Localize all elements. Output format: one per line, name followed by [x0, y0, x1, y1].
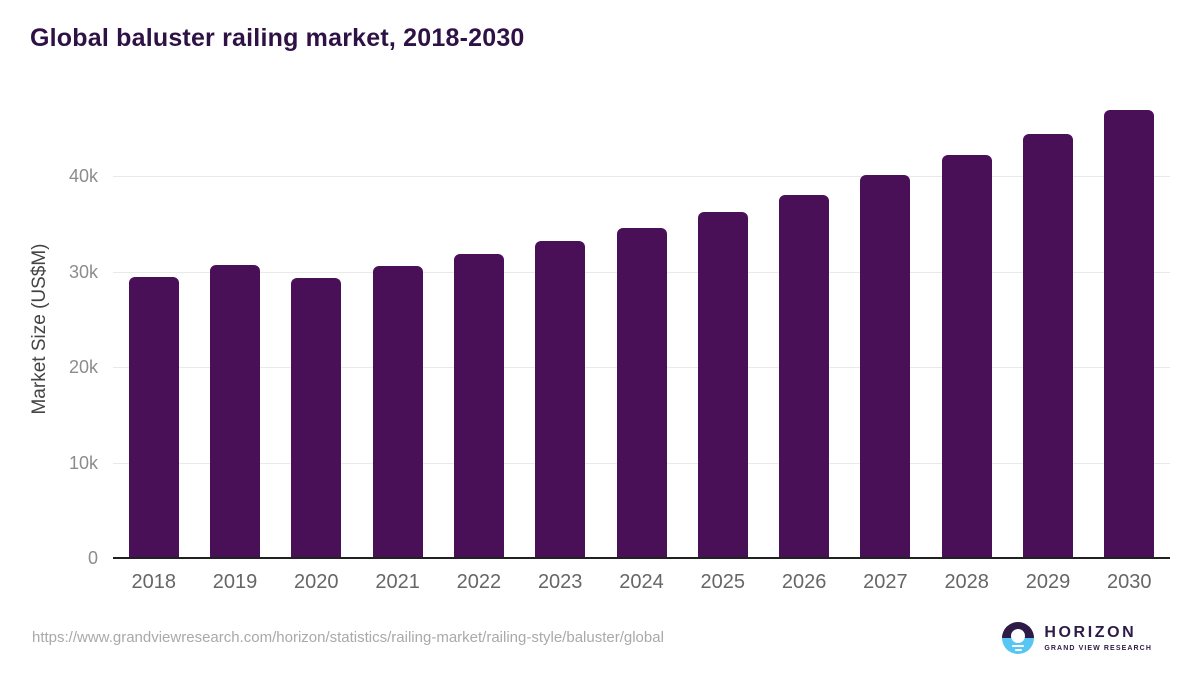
plot-area: Market Size (US$M) 0 10k 20k 30k 40k 2018 2019… — [29, 100, 1170, 593]
x-tick-2027: 2027 — [863, 571, 908, 593]
horizon-logo: HORIZON GRAND VIEW RESEARCH — [1002, 622, 1152, 654]
x-axis-line — [113, 557, 1170, 559]
logo-text: HORIZON GRAND VIEW RESEARCH — [1044, 623, 1152, 652]
x-tick-2023: 2023 — [537, 571, 583, 593]
bar-2026[interactable] — [779, 195, 830, 558]
bar-2019[interactable] — [210, 265, 260, 558]
bar-2018[interactable] — [128, 276, 179, 558]
bar-2028[interactable] — [941, 155, 992, 558]
y-tick-10k: 10k — [68, 452, 98, 473]
bar-2025[interactable] — [697, 211, 748, 558]
y-tick-20k: 20k — [68, 357, 98, 378]
bar-2027[interactable] — [860, 175, 911, 558]
logo-name: HORIZON — [1044, 623, 1137, 641]
bar-2021[interactable] — [372, 266, 423, 558]
x-tick-2024: 2024 — [619, 571, 664, 593]
bar-2022[interactable] — [453, 254, 504, 558]
x-tick-2018: 2018 — [131, 571, 176, 593]
bar-2020[interactable] — [291, 278, 342, 558]
x-tick-2030: 2030 — [1107, 571, 1152, 593]
chart-title: Global baluster railing market, 2018-203… — [30, 24, 525, 52]
gridline-40k — [113, 176, 1170, 178]
logo-tagline: GRAND VIEW RESEARCH — [1044, 644, 1152, 652]
source-url: https://www.grandviewresearch.com/horizo… — [32, 629, 664, 646]
bar-2030[interactable] — [1104, 109, 1155, 558]
bar-2024[interactable] — [616, 227, 667, 558]
bar-2029[interactable] — [1023, 134, 1073, 558]
logo-reflection-line — [1012, 645, 1025, 647]
logo-reflection-line — [1014, 649, 1022, 651]
x-tick-2021: 2021 — [375, 571, 420, 593]
x-tick-2026: 2026 — [781, 571, 827, 593]
x-tick-2019: 2019 — [212, 571, 258, 593]
x-tick-2025: 2025 — [700, 571, 746, 593]
sunset-circle-icon — [1002, 622, 1035, 654]
logo-sun-icon — [1011, 629, 1026, 643]
bar-2023[interactable] — [535, 240, 586, 558]
x-tick-2029: 2029 — [1025, 571, 1071, 593]
x-tick-2022: 2022 — [456, 571, 502, 593]
y-tick-30k: 30k — [68, 261, 98, 282]
x-tick-2020: 2020 — [294, 571, 339, 593]
y-tick-0: 0 — [87, 548, 98, 568]
y-tick-40k: 40k — [68, 166, 98, 187]
x-tick-2028: 2028 — [944, 571, 989, 593]
